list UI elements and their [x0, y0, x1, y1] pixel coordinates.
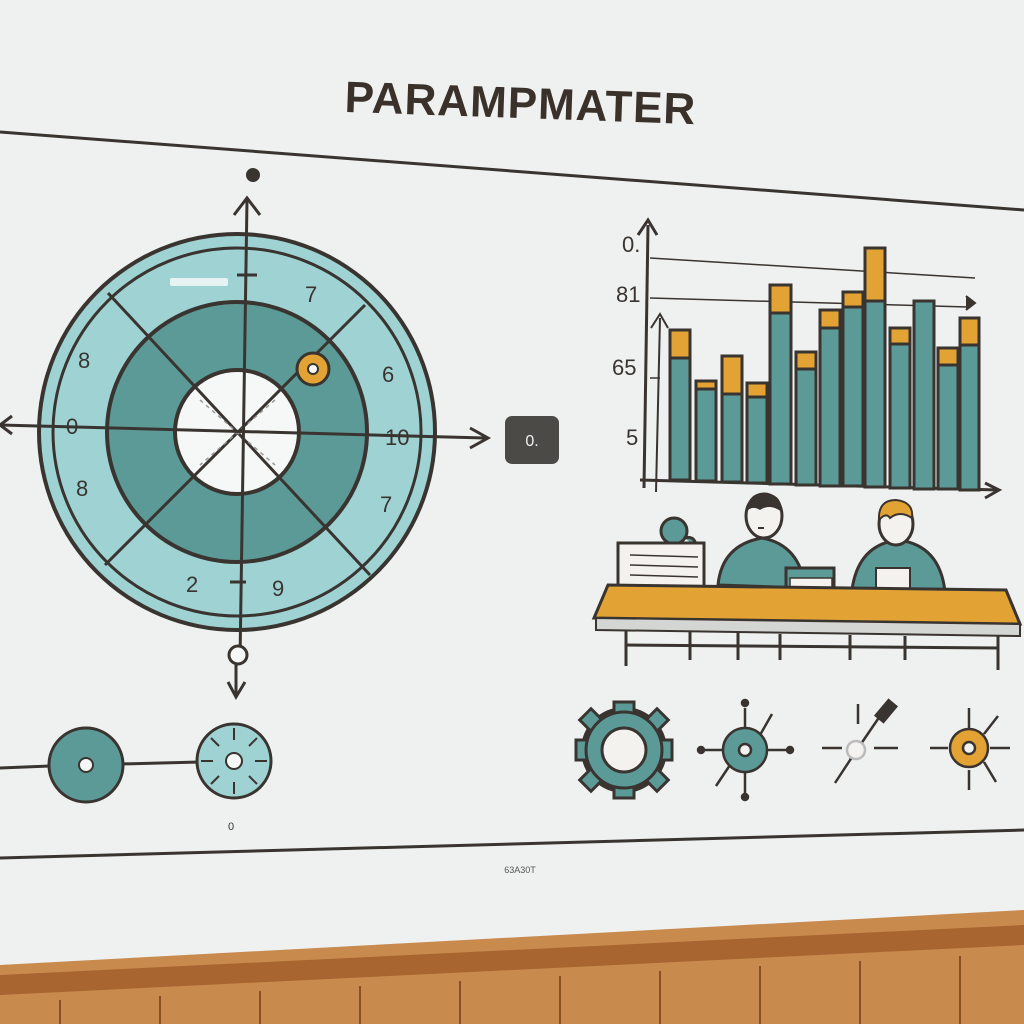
- frame-bottom-line: [0, 828, 1024, 860]
- y-tick-label-5: 5: [626, 425, 638, 450]
- arrow-right-icon: [469, 426, 492, 450]
- bar-4-cap: [745, 381, 769, 399]
- wood-trim: [0, 925, 1024, 995]
- desk-edge: [595, 616, 1021, 638]
- dial-number-7-lower: 7: [380, 492, 392, 517]
- bar-11: [912, 299, 936, 491]
- top-dot: [246, 168, 260, 182]
- y-tick-label-65: 65: [612, 355, 636, 380]
- footer-caption: 63A30T: [504, 865, 536, 875]
- chart-y-axis: [642, 224, 650, 489]
- dial-small-center: [225, 752, 243, 770]
- target-icon: [930, 708, 1010, 790]
- bar-12: [936, 346, 960, 491]
- bar-2: [694, 379, 718, 483]
- y-tick-label-81: 81: [616, 282, 640, 307]
- bar-6: [794, 350, 818, 487]
- dial-small-ticks: [201, 728, 267, 794]
- bar-7: [818, 308, 842, 488]
- dial-highlight: [170, 278, 228, 286]
- bar-6-cap: [794, 350, 818, 371]
- bottom-node: [227, 644, 249, 666]
- dial-number-7-top: 7: [305, 282, 317, 307]
- arrow-up-icon: [232, 195, 262, 216]
- dial-number-0: 0: [66, 414, 78, 439]
- bottom-left-nodes: 0: [0, 722, 273, 833]
- bar-13-cap: [958, 316, 981, 347]
- bar-5-cap: [768, 283, 793, 315]
- bar-2-cap: [694, 379, 718, 391]
- dial-number-9: 9: [272, 576, 284, 601]
- person-left-icon: [716, 492, 807, 590]
- node-link-left: [0, 764, 51, 770]
- bar-5: [768, 283, 793, 486]
- chart-bars: [668, 246, 981, 492]
- node-link-mid: [119, 760, 201, 766]
- disc-center: [78, 757, 94, 773]
- orange-marker-center: [307, 363, 319, 375]
- dial-number-8-lower: 8: [76, 476, 88, 501]
- y-tick-label-0: 0.: [622, 232, 640, 257]
- dial-diagram: 7 6 8 0 10 8 7 2 9: [0, 168, 492, 701]
- icon-row: [574, 698, 1010, 802]
- callout-badge: 0.: [505, 416, 559, 464]
- dial-diagonal-b: [103, 303, 367, 567]
- bar-8: [841, 290, 865, 488]
- dial-number-2: 2: [186, 572, 198, 597]
- node-icon: [696, 698, 795, 802]
- bar-9-cap: [863, 246, 887, 303]
- bar-7-cap: [818, 308, 842, 330]
- dial-number-10: 10: [385, 425, 409, 450]
- gear-icon: [574, 700, 674, 800]
- tool-icon: [822, 698, 899, 784]
- wood-slats: [59, 956, 961, 1024]
- chart-x-arrow: [984, 481, 1003, 500]
- frame-top-line: [0, 130, 1024, 212]
- dial-number-8-upper: 8: [78, 348, 90, 373]
- badge-text: 0.: [525, 433, 538, 450]
- small-label-zero: 0: [228, 821, 234, 833]
- chart-inner-arrow: [650, 312, 669, 329]
- bar-12-cap: [936, 346, 960, 367]
- bar-1-cap: [668, 328, 692, 360]
- bar-3-cap: [720, 354, 744, 396]
- grid-line-top: [649, 257, 976, 279]
- book-stack-icon: [616, 541, 706, 589]
- dial-number-6: 6: [382, 362, 394, 387]
- arrow-left-icon: [0, 414, 13, 436]
- bar-10-cap: [888, 326, 912, 346]
- small-book-icon: [784, 566, 836, 592]
- bar-chart: 0. 81 65 5: [612, 217, 1003, 500]
- chart-inner-axis: [655, 317, 661, 493]
- chart-y-arrow: [636, 217, 659, 236]
- desk-legs: [624, 630, 1000, 670]
- dial-ring-line: [51, 246, 423, 618]
- badge-box: [505, 416, 559, 464]
- bar-8-cap: [841, 290, 865, 309]
- person-right-icon: [850, 498, 947, 594]
- dial-horizontal-axis: [0, 423, 486, 440]
- desk-scene: [591, 492, 1023, 670]
- grid-arrow-icon: [965, 295, 977, 311]
- bar-10: [888, 326, 912, 490]
